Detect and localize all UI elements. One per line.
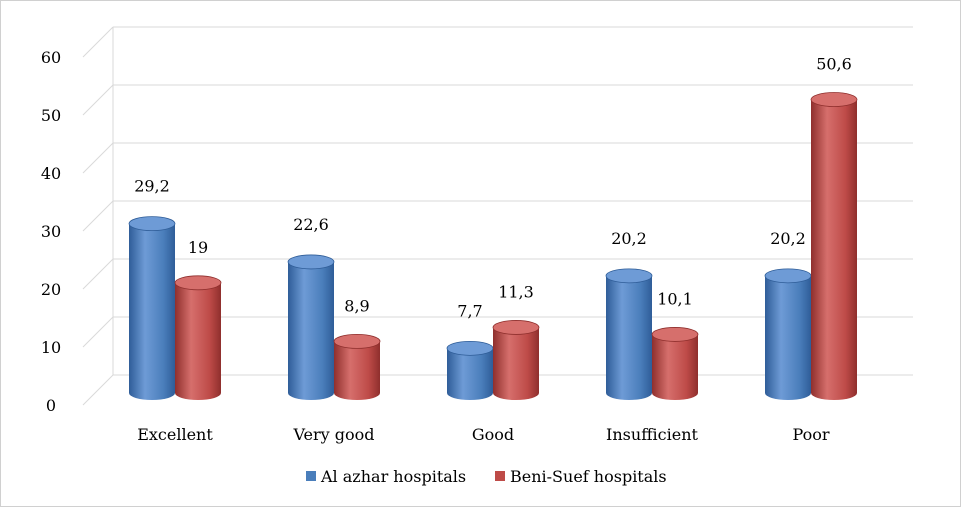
legend-swatch (306, 471, 316, 481)
bar (764, 268, 812, 400)
gridline-depth (82, 316, 114, 348)
data-label: 11,3 (498, 282, 534, 301)
gridline-depth (82, 26, 114, 58)
data-label: 19 (188, 238, 208, 257)
y-axis-ticks: 0 10 20 30 40 50 60 (41, 48, 61, 415)
data-label: 10,1 (657, 289, 693, 308)
bar (651, 327, 699, 400)
bar (333, 333, 381, 400)
data-labels: 29,2 19 22,6 8,9 7,7 11,3 20,2 10,1 20,2 50,6 (134, 55, 852, 321)
y-tick-label: 60 (41, 48, 61, 67)
gridline-depth (82, 374, 114, 406)
category-labels: Excellent Very good Good Insufficient Poor (137, 425, 830, 444)
data-label: 20,2 (611, 229, 647, 248)
data-label: 8,9 (344, 296, 369, 315)
y-tick-label: 50 (41, 106, 61, 125)
bar (605, 268, 653, 400)
category-label: Excellent (137, 425, 213, 444)
legend-label: Al azhar hospitals (320, 467, 466, 486)
data-label: 22,6 (293, 215, 329, 234)
y-tick-label: 40 (41, 164, 61, 183)
bar (492, 320, 540, 400)
legend: Al azhar hospitals Beni-Suef hospitals (306, 467, 667, 486)
legend-label: Beni-Suef hospitals (510, 467, 667, 486)
category-label: Good (472, 425, 514, 444)
bar (287, 254, 335, 400)
gridline-depth (82, 258, 114, 290)
data-label: 7,7 (457, 301, 482, 320)
y-tick-label: 20 (41, 280, 61, 299)
gridlines (82, 26, 913, 406)
category-label: Poor (792, 425, 829, 444)
bar (174, 275, 222, 400)
category-label: Insufficient (606, 425, 698, 444)
bar (446, 340, 494, 400)
gridline-depth (82, 84, 114, 116)
y-tick-label: 30 (41, 222, 61, 241)
gridline-depth (82, 142, 114, 174)
bars (128, 92, 858, 401)
gridline-depth (82, 200, 114, 232)
bar (128, 216, 176, 400)
legend-swatch (495, 471, 505, 481)
bar (810, 92, 858, 401)
category-label: Very good (292, 425, 374, 444)
y-tick-label: 10 (41, 338, 61, 357)
data-label: 29,2 (134, 177, 170, 196)
data-label: 50,6 (816, 55, 852, 74)
data-label: 20,2 (770, 229, 806, 248)
y-tick-label: 0 (46, 396, 56, 415)
